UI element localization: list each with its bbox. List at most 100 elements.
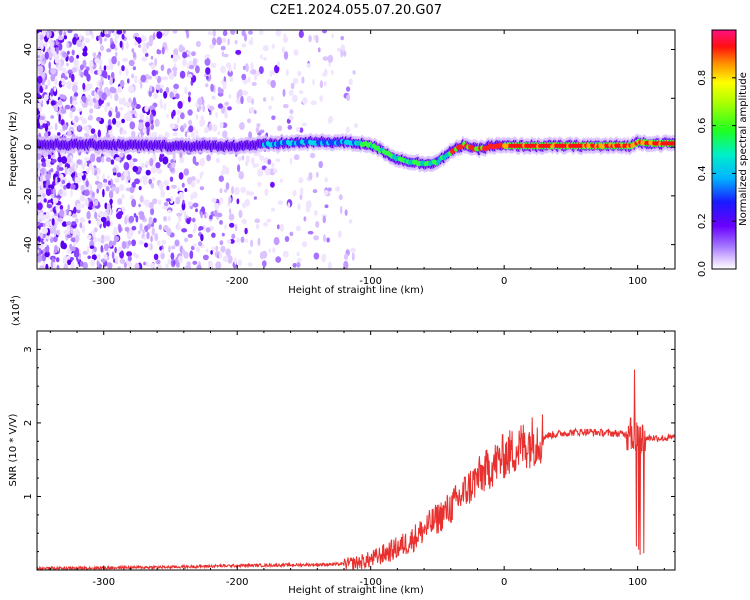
spectrogram-noise-cell xyxy=(194,161,199,166)
spectrogram-ridge-edge xyxy=(648,145,651,147)
spectrogram-noise-cell xyxy=(192,217,196,223)
spectrogram-noise-cell xyxy=(222,30,228,37)
snr-x-tick-label: 100 xyxy=(628,577,647,588)
spectrogram-noise-cell xyxy=(133,213,137,218)
spectrogram-noise-cell xyxy=(58,114,61,122)
spectrogram-noise-cell xyxy=(62,124,68,131)
spectrogram-noise-cell xyxy=(108,30,112,35)
spectrogram-noise-cell xyxy=(81,203,85,209)
spectrogram-noise-cell xyxy=(157,240,161,246)
spectrogram-noise-cell xyxy=(37,202,43,211)
spectrogram-noise-cell xyxy=(76,39,82,48)
spectrogram-noise-cell xyxy=(128,59,135,67)
spectrogram-noise-cell xyxy=(204,126,209,134)
spectrogram-noise-cell xyxy=(195,113,199,120)
spectrogram-noise-cell xyxy=(163,102,167,111)
spectrogram-noise-cell xyxy=(105,157,112,162)
spectrogram-noise-cell xyxy=(225,182,230,190)
spectrogram-ridge-edge xyxy=(640,138,643,141)
spectrogram-noise-cell xyxy=(63,230,70,235)
spectrogram-noise-cell xyxy=(121,33,125,40)
spectrogram-noise-cell xyxy=(140,162,145,169)
spectrogram-noise-cell xyxy=(144,52,149,57)
spectrogram-noise-cell xyxy=(149,85,153,92)
spectrogram-noise-cell xyxy=(246,95,253,103)
spectrogram-ridge-edge xyxy=(514,147,517,150)
spectrogram-noise-cell xyxy=(262,45,269,52)
spectrogram-noise-cell xyxy=(112,230,119,236)
spectrogram-noise-cell xyxy=(89,201,94,208)
spectrogram-noise-cell xyxy=(108,190,114,199)
spectrogram-noise-cell xyxy=(196,264,202,269)
spectrogram-x-tick-label: -300 xyxy=(92,276,115,287)
spectrogram-noise-cell xyxy=(303,216,307,222)
spectrogram-noise-cell xyxy=(104,151,109,158)
colorbar: 0.0 0.2 0.4 0.6 0.8 Normalized spectral ampl… xyxy=(697,29,749,277)
spectrogram-ridge-edge xyxy=(600,147,603,150)
spectrogram-noise-cell xyxy=(74,92,79,97)
spectrogram-ridge-edge xyxy=(661,139,664,142)
spectrogram-noise-cell xyxy=(43,239,47,243)
spectrogram-noise-cell xyxy=(173,83,180,90)
spectrogram-noise-cell xyxy=(58,42,63,51)
spectrogram-noise-cell xyxy=(150,207,155,216)
spectrogram-noise-cell xyxy=(245,238,248,243)
spectrogram-ridge-edge xyxy=(584,142,587,144)
spectrogram-ridge-edge xyxy=(605,147,608,150)
spectrogram-noise-cell xyxy=(50,115,55,119)
spectrogram-noise-cell xyxy=(273,237,280,246)
spectrogram-noise-cell xyxy=(57,99,63,106)
spectrogram-ridge-edge xyxy=(621,147,624,150)
spectrogram-noise-cell xyxy=(316,171,319,178)
spectrogram-noise-cell xyxy=(37,92,41,99)
spectrogram-noise-cell xyxy=(121,130,128,135)
spectrogram-noise-cell xyxy=(96,116,102,122)
spectrogram-noise-cell xyxy=(242,90,249,96)
spectrogram-noise-cell xyxy=(107,124,112,131)
spectrogram-noise-cell xyxy=(352,70,356,75)
spectrogram-noise-cell xyxy=(176,223,181,227)
spectrogram-noise-cell xyxy=(43,198,47,203)
spectrogram-noise-cell xyxy=(230,30,236,35)
spectrogram-ridge-edge xyxy=(664,139,667,142)
spectrogram-noise-cell xyxy=(315,34,319,44)
spectrogram-noise-cell xyxy=(143,199,148,206)
spectrogram-noise-cell xyxy=(37,179,41,186)
spectrogram-noise-cell xyxy=(100,45,104,52)
spectrogram-noise-cell xyxy=(131,130,136,138)
spectrogram-ridge-edge xyxy=(672,139,675,142)
spectrogram-ridge-edge xyxy=(656,145,659,147)
spectrogram-noise-cell xyxy=(47,154,52,160)
spectrogram-noise-cell xyxy=(151,227,155,235)
spectrogram-noise-cell xyxy=(132,165,139,173)
spectrogram-noise-cell xyxy=(327,187,332,192)
spectrogram-noise-cell xyxy=(125,41,129,50)
spectrogram-noise-cell xyxy=(87,99,94,107)
spectrogram-noise-cell xyxy=(72,36,78,45)
spectrogram-noise-cell xyxy=(77,125,82,131)
spectrogram-noise-cell xyxy=(215,112,218,118)
spectrogram-noise-cell xyxy=(220,245,226,253)
spectrogram-noise-cell xyxy=(69,257,74,261)
spectrogram-noise-cell xyxy=(108,129,113,136)
spectrogram-noise-cell xyxy=(168,215,171,222)
spectrogram-noise-cell xyxy=(88,220,91,224)
colorbar-gradient xyxy=(712,30,736,269)
spectrogram-noise-cell xyxy=(83,125,89,132)
spectrogram-noise-cell xyxy=(73,123,77,128)
spectrogram-ridge-edge xyxy=(552,147,555,150)
spectrogram-noise-cell xyxy=(141,45,148,55)
spectrogram-noise-cell xyxy=(220,45,226,51)
spectrogram-noise-cell xyxy=(61,156,68,164)
spectrogram-noise-cell xyxy=(195,129,199,135)
spectrogram-noise-cell xyxy=(227,255,233,264)
spectrogram-ridge-edge xyxy=(659,139,661,142)
spectrogram-noise-cell xyxy=(37,228,40,237)
spectrogram-noise-cell xyxy=(178,172,184,180)
spectrogram-noise-cell xyxy=(67,69,73,75)
spectrogram-noise-cell xyxy=(151,165,157,174)
spectrogram-noise-cell xyxy=(331,33,334,39)
spectrogram-ridge-edge xyxy=(504,142,507,144)
spectrogram-noise-cell xyxy=(73,251,80,258)
spectrogram-noise-cell xyxy=(227,106,232,111)
